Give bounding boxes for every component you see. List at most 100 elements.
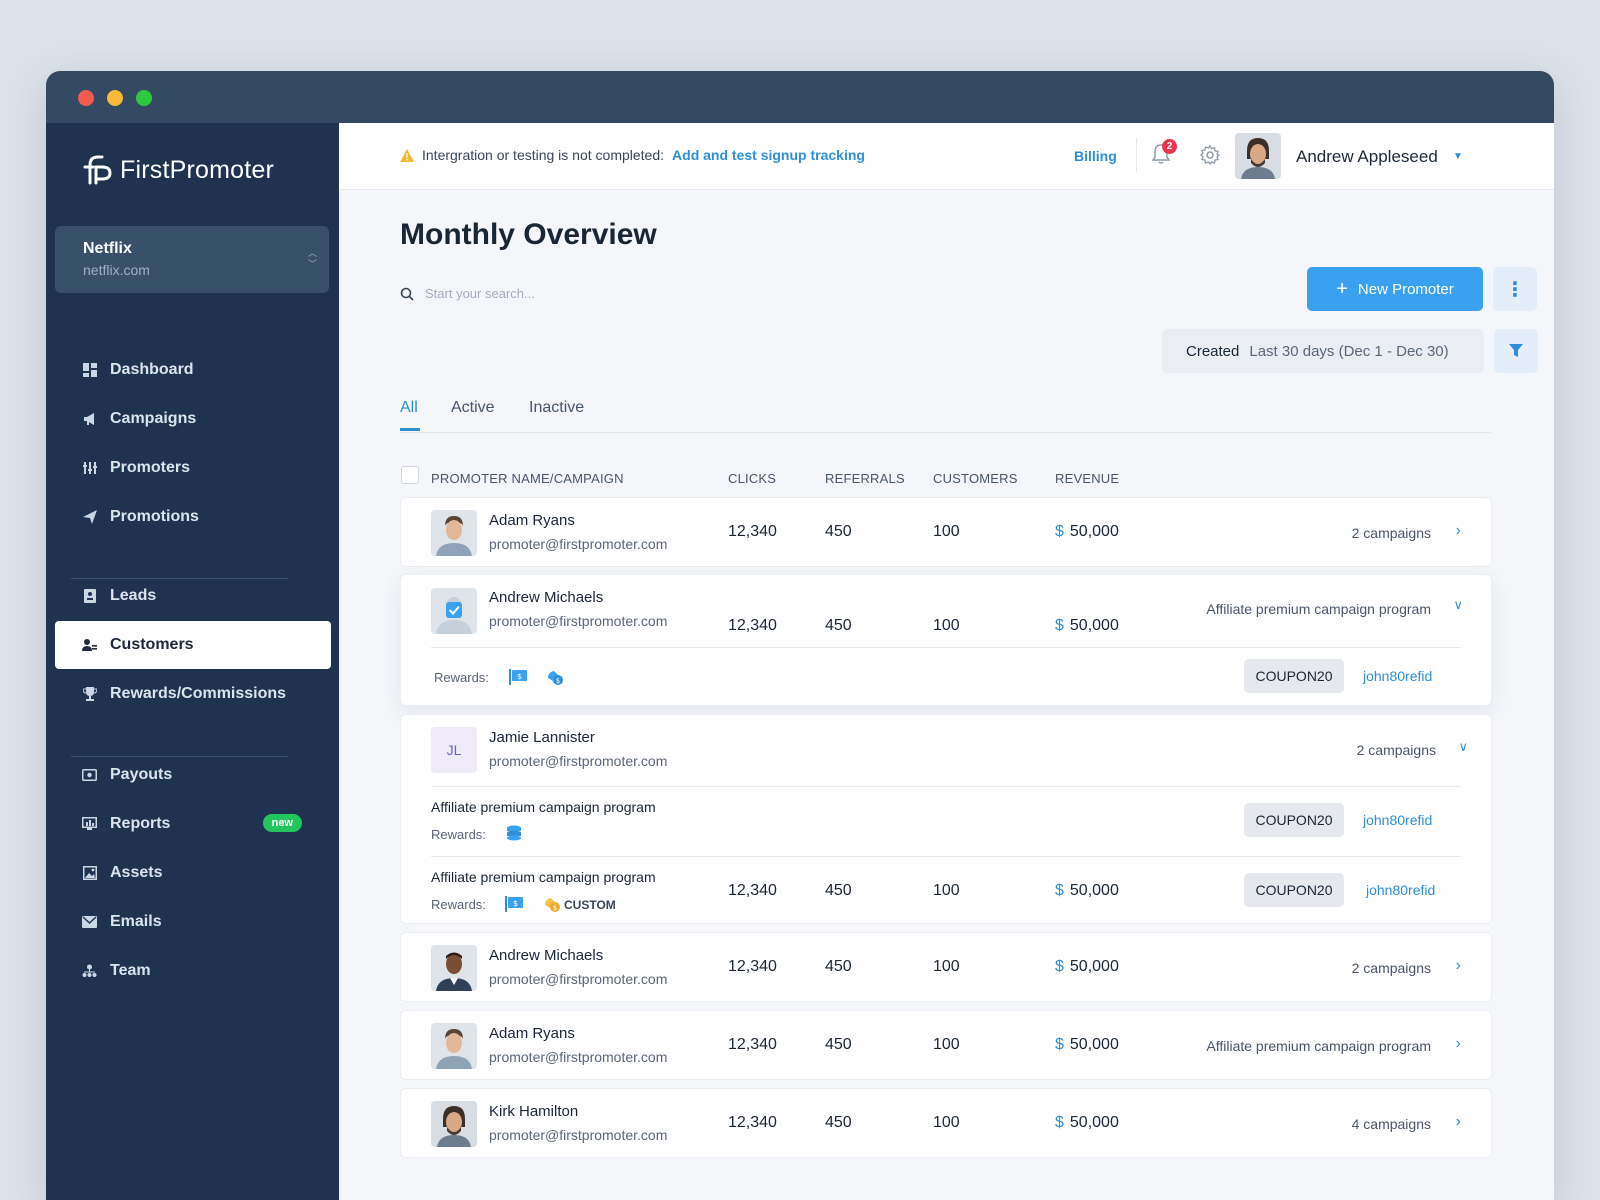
campaign-name[interactable]: Affiliate premium campaign program [431, 799, 656, 815]
signup-tracking-link[interactable]: Add and test signup tracking [672, 147, 865, 163]
customers-icon [82, 638, 97, 653]
promoter-name[interactable]: Andrew Michaels [489, 947, 604, 964]
nav-rewards-commissions[interactable]: Rewards/Commissions [55, 670, 331, 718]
nav-dashboard[interactable]: Dashboard [55, 346, 331, 394]
settings-button[interactable] [1200, 144, 1221, 170]
column-header-clicks[interactable]: CLICKS [728, 471, 777, 486]
promoter-name[interactable]: Kirk Hamilton [489, 1103, 579, 1120]
nav-payouts[interactable]: Payouts [55, 751, 331, 799]
campaign-count[interactable]: 2 campaigns [1356, 742, 1436, 758]
currency-symbol: $ [1055, 1036, 1064, 1053]
date-filter[interactable]: Created Last 30 days (Dec 1 - Dec 30) [1162, 329, 1484, 373]
date-filter-value: Last 30 days (Dec 1 - Dec 30) [1249, 342, 1449, 360]
chevron-down-icon[interactable]: ∨ [1458, 739, 1468, 754]
paper-plane-icon [82, 510, 97, 525]
search-input[interactable]: Start your search... [425, 286, 535, 301]
tab-inactive[interactable]: Inactive [529, 399, 585, 416]
rewards-label: Rewards: [434, 670, 489, 685]
column-header-customers[interactable]: CUSTOMERS [933, 471, 1018, 486]
close-window-button[interactable] [78, 90, 94, 106]
maximize-window-button[interactable] [136, 90, 152, 106]
coupon-code[interactable]: COUPON20 [1244, 873, 1344, 907]
nav-leads[interactable]: Leads [55, 572, 331, 620]
column-header-referrals[interactable]: REFERRALS [825, 471, 905, 486]
new-promoter-button[interactable]: + New Promoter [1307, 267, 1483, 311]
nav-promotions[interactable]: Promotions [55, 493, 331, 541]
customers-value: 100 [933, 523, 960, 540]
table-row[interactable]: Kirk Hamilton promoter@firstpromoter.com… [400, 1088, 1492, 1158]
image-icon [82, 866, 97, 881]
table-row[interactable]: Andrew Michaels promoter@firstpromoter.c… [400, 932, 1492, 1002]
chevron-right-icon[interactable]: › [1455, 1035, 1461, 1052]
nav-reports[interactable]: Reports new [55, 800, 331, 848]
promoter-initials-avatar: JL [431, 727, 477, 773]
select-all-checkbox[interactable] [401, 466, 419, 484]
table-row-expanded[interactable]: Andrew Michaels promoter@firstpromoter.c… [400, 574, 1492, 706]
coupon-code[interactable]: COUPON20 [1244, 659, 1344, 693]
column-header-name[interactable]: PROMOTER NAME/CAMPAIGN [431, 471, 624, 486]
flag-reward-icon: $ [509, 669, 527, 690]
app-logo[interactable]: FirstPromoter [82, 153, 274, 187]
currency-symbol: $ [1055, 523, 1064, 540]
user-avatar[interactable] [1235, 133, 1281, 179]
app-name: FirstPromoter [120, 155, 275, 184]
ref-id-link[interactable]: john80refid [1363, 812, 1433, 828]
date-filter-label: Created [1186, 342, 1240, 360]
warning-icon [400, 148, 414, 162]
filter-icon [1509, 344, 1523, 357]
nav-team[interactable]: Team [55, 947, 331, 995]
campaign-name[interactable]: Affiliate premium campaign program [1206, 1038, 1431, 1054]
coupon-code[interactable]: COUPON20 [1244, 803, 1344, 837]
campaign-name[interactable]: Affiliate premium campaign program [431, 869, 656, 885]
table-row[interactable]: Adam Ryans promoter@firstpromoter.com 12… [400, 497, 1492, 567]
nav-assets[interactable]: Assets [55, 849, 331, 897]
svg-text:$: $ [517, 672, 522, 681]
promoter-email: promoter@firstpromoter.com [489, 613, 668, 629]
minimize-window-button[interactable] [107, 90, 123, 106]
clicks-value: 12,340 [728, 1036, 777, 1053]
payout-icon [82, 768, 97, 783]
clicks-value: 12,340 [728, 958, 777, 975]
chevron-down-icon[interactable]: ∨ [1453, 597, 1463, 612]
referrals-value: 450 [825, 882, 852, 899]
promoter-name[interactable]: Adam Ryans [489, 512, 575, 529]
notification-count-badge: 2 [1162, 139, 1177, 154]
coins-stack-icon [505, 825, 523, 846]
tab-all[interactable]: All [400, 399, 418, 416]
chevron-right-icon[interactable]: › [1455, 522, 1461, 539]
coins-reward-icon: $ [546, 668, 564, 691]
chevron-right-icon[interactable]: › [1455, 957, 1461, 974]
ref-id-link[interactable]: john80refid [1363, 668, 1433, 684]
more-options-button[interactable]: ⋮ [1493, 267, 1537, 311]
svg-text:$: $ [553, 904, 557, 912]
campaign-name[interactable]: Affiliate premium campaign program [1206, 601, 1431, 617]
nav-label: Dashboard [110, 361, 194, 378]
user-name[interactable]: Andrew Appleseed [1296, 147, 1438, 166]
nav-customers[interactable]: Customers [55, 621, 331, 669]
billing-link[interactable]: Billing [1074, 148, 1117, 164]
caret-down-icon[interactable]: ▼ [1453, 151, 1463, 162]
nav-label: Campaigns [110, 410, 197, 427]
nav-promoters[interactable]: Promoters [55, 444, 331, 492]
promoter-name[interactable]: Adam Ryans [489, 1025, 575, 1042]
org-switcher[interactable]: Netflix netflix.com ︿ ﹀ [55, 226, 329, 293]
column-header-revenue[interactable]: REVENUE [1055, 471, 1120, 486]
nav-campaigns[interactable]: Campaigns [55, 395, 331, 443]
nav-emails[interactable]: Emails [55, 898, 331, 946]
org-name: Netflix [83, 240, 132, 257]
tab-active[interactable]: Active [451, 399, 495, 416]
campaign-count[interactable]: 4 campaigns [1351, 1116, 1431, 1132]
nav-label: Assets [110, 864, 163, 881]
chevron-right-icon[interactable]: › [1455, 1113, 1461, 1130]
promoter-name[interactable]: Jamie Lannister [489, 729, 595, 746]
table-row-expanded[interactable]: JL Jamie Lannister promoter@firstpromote… [400, 714, 1492, 924]
customers-value: 100 [933, 617, 960, 634]
promoter-name[interactable]: Andrew Michaels [489, 589, 604, 606]
ref-id-link[interactable]: john80refid [1366, 882, 1436, 898]
filter-button[interactable] [1494, 329, 1538, 373]
search-bar[interactable]: Start your search... [400, 286, 535, 301]
campaign-count[interactable]: 2 campaigns [1351, 960, 1431, 976]
table-row[interactable]: Adam Ryans promoter@firstpromoter.com 12… [400, 1010, 1492, 1080]
currency-symbol: $ [1055, 958, 1064, 975]
campaign-count[interactable]: 2 campaigns [1351, 525, 1431, 541]
